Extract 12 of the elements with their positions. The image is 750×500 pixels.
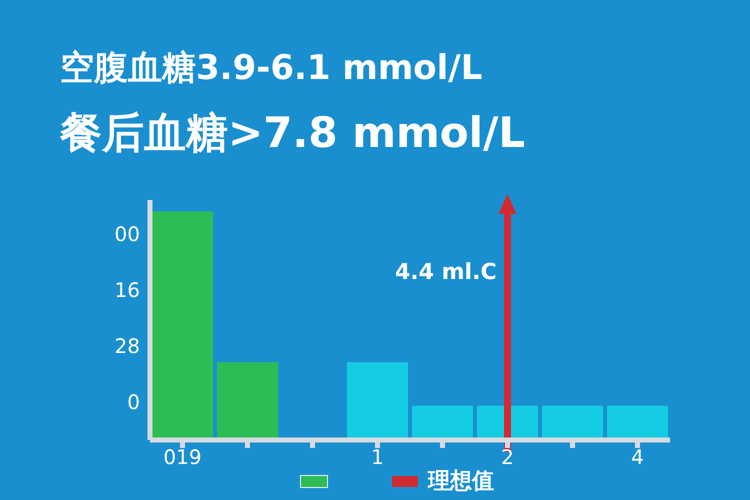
chart-title: 空腹血糖3.9-6.1 mmol/L	[60, 47, 482, 90]
chart-subtitle: 餐后血糖>7.8 mmol/L	[60, 107, 526, 159]
x-tick-label: 4	[631, 445, 644, 470]
text: 28	[114, 334, 140, 358]
x-tick-label: 019	[163, 445, 202, 470]
x-tick-label: 2	[501, 445, 514, 470]
legend-label: 理想值	[428, 468, 494, 496]
text: 00	[114, 222, 140, 246]
text: 0	[127, 390, 140, 414]
text: 16	[114, 278, 140, 302]
x-tick-label: 1	[371, 445, 384, 470]
annotation: 4.4 ml.C	[395, 260, 497, 285]
